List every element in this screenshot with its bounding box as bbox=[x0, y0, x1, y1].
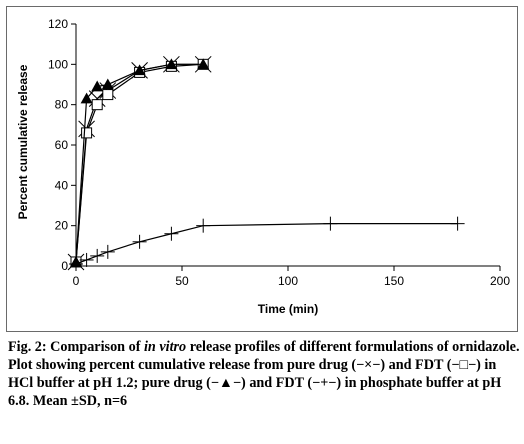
caption-title-italic: in vitro bbox=[143, 339, 187, 355]
caption-body: Plot showing percent cumulative release … bbox=[8, 357, 502, 409]
square-marker-shape bbox=[102, 89, 114, 101]
data-point-triangle-marker bbox=[133, 64, 146, 76]
y-tick-label: 40 bbox=[55, 178, 69, 192]
caption-title-prefix: Fig. 2: Comparison of bbox=[8, 339, 144, 355]
y-axis-title: Percent cumulative release bbox=[16, 64, 30, 219]
data-point-plus-marker bbox=[196, 218, 211, 233]
triangle-marker-shape bbox=[91, 80, 104, 92]
data-point-triangle-marker bbox=[101, 78, 114, 90]
data-point-square-marker bbox=[102, 89, 114, 101]
x-axis-title: Time (min) bbox=[258, 302, 318, 316]
y-tick-label: 20 bbox=[55, 219, 69, 233]
x-tick-label: 100 bbox=[278, 274, 298, 288]
y-tick-label: 80 bbox=[55, 98, 69, 112]
x-tick-label: 200 bbox=[490, 274, 510, 288]
data-point-triangle-marker bbox=[165, 58, 178, 70]
series-line-x bbox=[75, 63, 204, 263]
data-point-plus-marker bbox=[132, 234, 147, 249]
data-point-square-marker bbox=[81, 127, 93, 139]
series-line-square bbox=[75, 63, 204, 263]
y-tick-label: 0 bbox=[61, 259, 68, 273]
y-tick-label: 100 bbox=[48, 57, 68, 71]
triangle-marker-shape bbox=[133, 64, 146, 76]
series-line-triangle bbox=[75, 63, 204, 263]
triangle-marker-shape bbox=[197, 58, 210, 70]
data-point-plus-marker bbox=[69, 256, 83, 271]
caption-title: Fig. 2: Comparison of in vitro release p… bbox=[8, 338, 520, 356]
plot-series bbox=[67, 55, 465, 271]
triangle-marker-shape bbox=[101, 78, 114, 90]
x-tick-label: 0 bbox=[73, 274, 80, 288]
data-point-square-marker bbox=[91, 99, 103, 111]
data-point-plus-marker bbox=[164, 226, 179, 241]
series-line-plus bbox=[75, 223, 458, 265]
figure-frame: 0 20 40 60 80 100 120 0 50 100 150 200 Percent cumu… bbox=[6, 6, 518, 332]
data-point-plus-marker bbox=[90, 248, 105, 263]
triangle-marker-shape bbox=[80, 92, 93, 104]
x-tick-label: 50 bbox=[175, 274, 189, 288]
x-tick-label: 150 bbox=[384, 274, 404, 288]
y-tick-label: 120 bbox=[48, 17, 68, 31]
axes: 0 20 40 60 80 100 120 0 50 100 150 200 bbox=[48, 17, 510, 288]
data-point-triangle-marker bbox=[80, 92, 93, 104]
data-point-triangle-marker bbox=[91, 80, 104, 92]
data-point-plus-marker bbox=[450, 216, 465, 231]
y-tick-label: 60 bbox=[55, 138, 69, 152]
release-profile-chart: 0 20 40 60 80 100 120 0 50 100 150 200 Percent cumu… bbox=[16, 17, 510, 316]
data-point-triangle-marker bbox=[197, 58, 210, 70]
figure-caption: Fig. 2: Comparison of in vitro release p… bbox=[8, 338, 520, 410]
caption-title-suffix: release profiles of different formulatio… bbox=[186, 339, 520, 355]
square-marker-shape bbox=[81, 127, 93, 139]
data-point-plus-marker bbox=[100, 244, 115, 259]
square-marker-shape bbox=[91, 99, 103, 111]
data-point-plus-marker bbox=[79, 252, 94, 267]
data-point-plus-marker bbox=[323, 216, 338, 231]
triangle-marker-shape bbox=[165, 58, 178, 70]
